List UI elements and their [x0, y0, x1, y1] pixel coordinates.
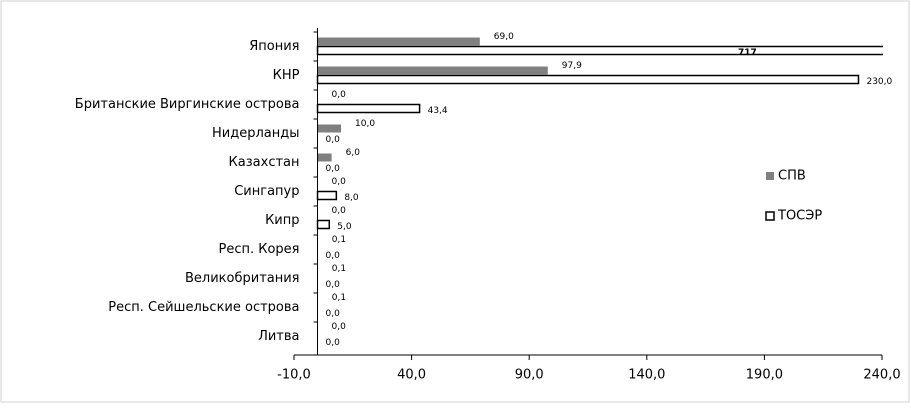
- data-label: 0,0: [332, 322, 347, 332]
- data-label: 0,0: [326, 338, 341, 348]
- x-tick-label: 90,0: [515, 368, 544, 383]
- data-label: 5,0: [337, 222, 352, 232]
- bar: [318, 125, 342, 133]
- data-label: 0,0: [326, 309, 341, 319]
- y-tick-label: Казахстан: [229, 155, 300, 170]
- chart-border: [1, 1, 909, 402]
- x-tick-label: 40,0: [397, 368, 426, 383]
- legend-swatch: [766, 212, 774, 220]
- bar: [318, 221, 330, 229]
- y-tick-label: КНР: [273, 68, 300, 83]
- y-tick-label: Япония: [249, 39, 299, 54]
- bar: [318, 67, 548, 75]
- data-label: 0,0: [332, 177, 347, 187]
- bar: [318, 47, 911, 55]
- y-tick-label: Респ. Сейшельские острова: [108, 300, 299, 315]
- data-label: 230,0: [866, 77, 892, 87]
- data-label: 0,1: [332, 293, 346, 303]
- legend-label: ТОСЭР: [777, 209, 822, 224]
- data-label: 8,0: [344, 193, 359, 203]
- data-label: 0,1: [332, 264, 346, 274]
- legend-label: СПВ: [778, 169, 806, 184]
- y-tick-label: Кипр: [265, 213, 299, 228]
- bar: [318, 76, 859, 84]
- y-tick-label: Сингапур: [234, 184, 299, 199]
- data-label: 0,0: [326, 135, 341, 145]
- y-tick-label: Нидерланды: [212, 126, 300, 141]
- data-label: 6,0: [346, 148, 361, 158]
- y-tick-label: Респ. Корея: [219, 242, 300, 257]
- x-tick-label: 140,0: [628, 368, 665, 383]
- data-label: 43,4: [428, 106, 448, 116]
- y-tick-label: Литва: [258, 329, 299, 344]
- x-tick-label: 240,0: [863, 368, 900, 383]
- data-label: 0,1: [332, 235, 346, 245]
- bar: [318, 105, 420, 113]
- data-label: 97,9: [562, 61, 582, 71]
- bar: [318, 154, 332, 162]
- data-label: 0,0: [332, 206, 347, 216]
- x-tick-label: 190,0: [746, 368, 783, 383]
- y-tick-label: Британские Виргинские острова: [75, 97, 300, 112]
- data-label: 0,0: [332, 90, 347, 100]
- bar: [318, 192, 337, 200]
- data-label: 717: [738, 48, 757, 58]
- data-label: 0,0: [326, 280, 341, 290]
- data-label: 10,0: [355, 119, 375, 129]
- data-label: 69,0: [494, 32, 514, 42]
- data-label: 0,0: [326, 164, 341, 174]
- y-tick-label: Великобритания: [185, 271, 300, 286]
- bar: [318, 38, 480, 46]
- x-tick-label: -10,0: [277, 368, 311, 383]
- data-label: 0,0: [326, 251, 341, 261]
- legend-swatch: [766, 172, 774, 180]
